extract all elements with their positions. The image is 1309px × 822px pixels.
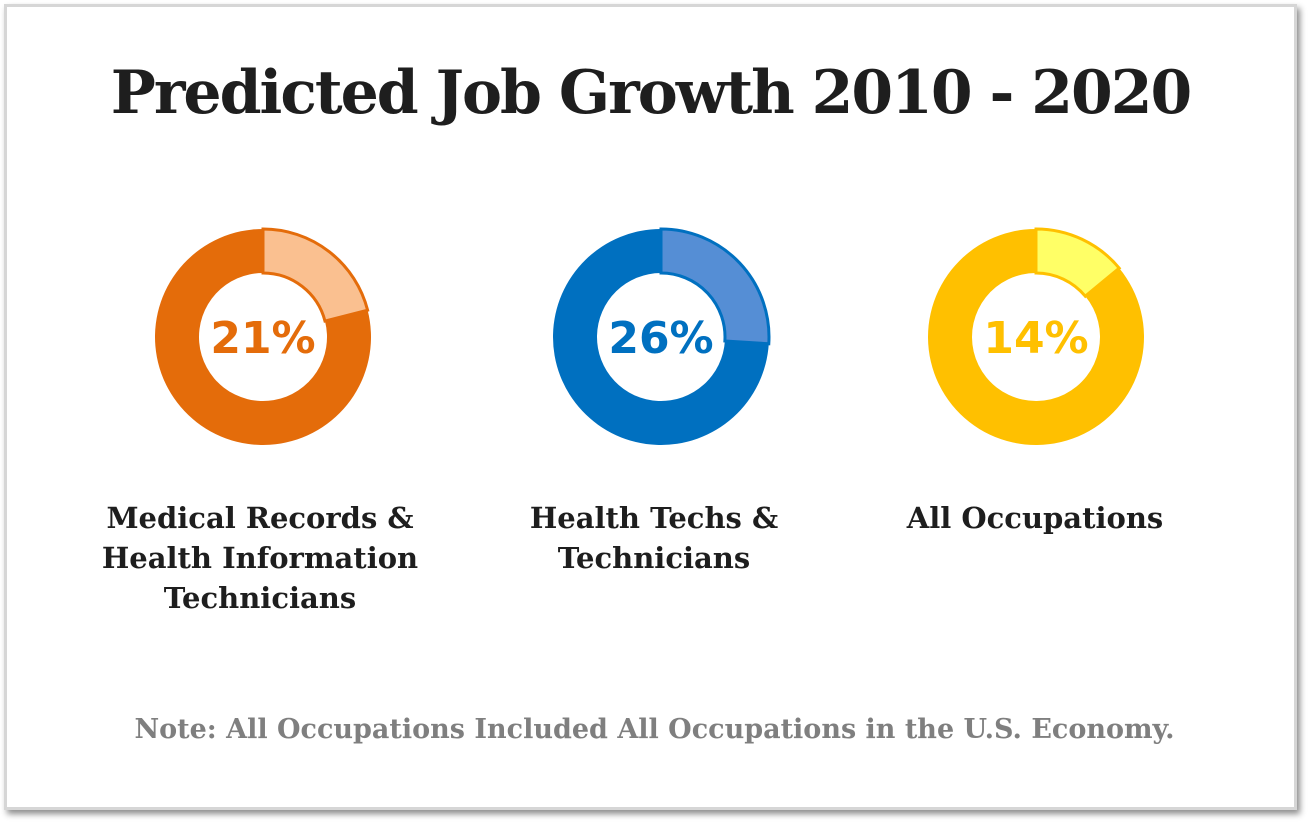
donut-all-occupations: 14%	[927, 227, 1144, 446]
donut-charts: 21% 26% 14%	[155, 227, 1144, 446]
donut-health-techs: 26%	[552, 227, 771, 446]
donut-label-medical-records: Medical Records & Health Information Tec…	[101, 501, 419, 615]
donut-medical-records: 21%	[155, 227, 371, 445]
donut-value-label-all-occupations: 14%	[983, 313, 1088, 364]
donut-remainder-all-occupations	[927, 229, 1144, 446]
donut-remainder-medical-records	[155, 229, 371, 445]
footnote: Note: All Occupations Included All Occup…	[134, 714, 1175, 745]
donut-growth-slice-health-techs	[659, 227, 771, 346]
donut-label-all-occupations: All Occupations	[906, 501, 1164, 535]
donut-label-health-techs: Health Techs & Technicians	[529, 501, 779, 575]
donut-value-label-medical-records: 21%	[210, 313, 315, 364]
chart-title: Predicted Job Growth 2010 - 2020	[110, 58, 1193, 128]
donut-growth-slice-medical-records	[261, 227, 370, 323]
donut-growth-slice-all-occupations	[1034, 227, 1122, 299]
donut-value-label-health-techs: 26%	[608, 313, 713, 364]
donut-remainder-health-techs	[552, 229, 769, 446]
